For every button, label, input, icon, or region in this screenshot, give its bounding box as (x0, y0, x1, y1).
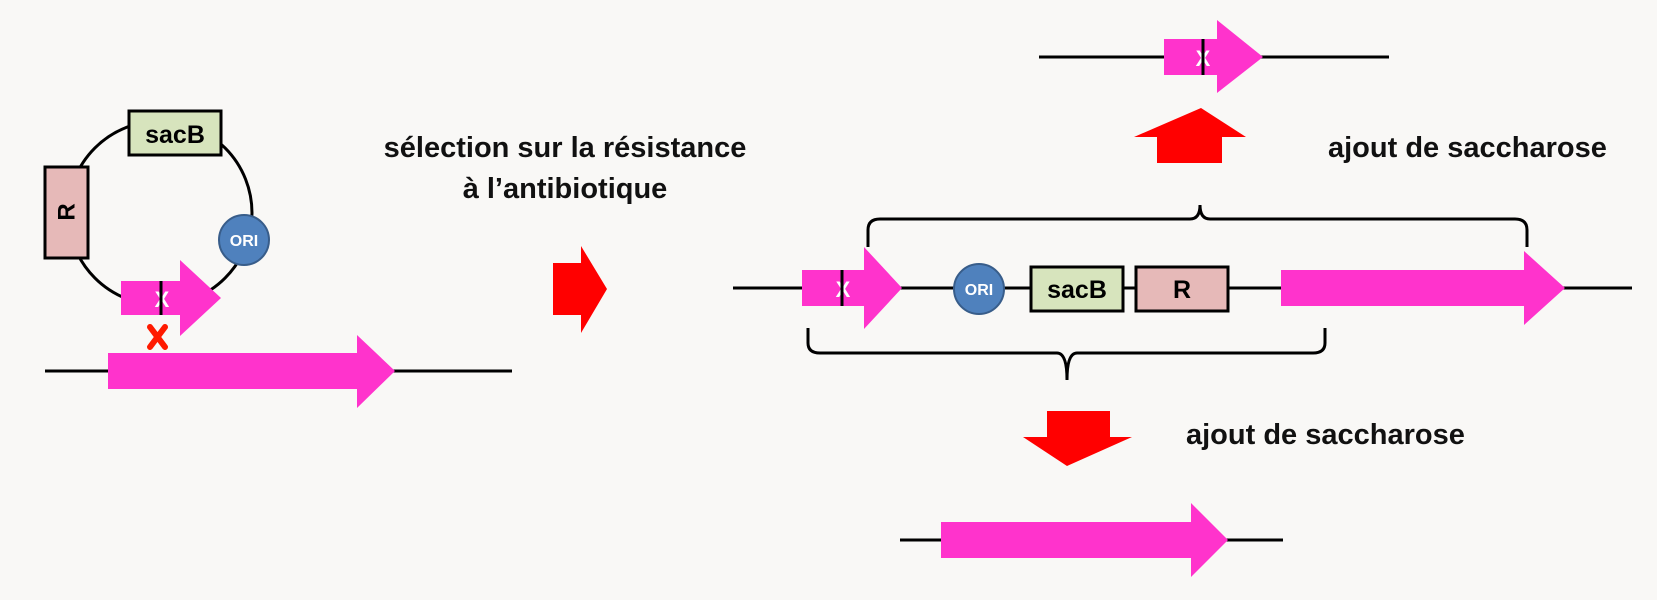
integrated-resistance-box (1134, 265, 1230, 313)
step1-caption-line1: sélection sur la résistance (383, 132, 747, 164)
down-arrow (1023, 411, 1132, 466)
upper-brace (866, 204, 1529, 247)
ori-circle (218, 214, 270, 266)
step-arrow (553, 246, 607, 333)
step1-caption: sélection sur la résistance à l’antibiot… (380, 128, 750, 210)
integrated-construct: X ORI sacB R (733, 204, 1632, 381)
top-outcome: X (1039, 20, 1389, 93)
integrated-resistance-label: R (1173, 276, 1191, 304)
plasmid-group: sacB R ORI X (43, 109, 512, 408)
sacb-label: sacB (145, 121, 205, 149)
integrated-sacb-label: sacB (1047, 276, 1107, 304)
integrated-gene-fragment-arrow (802, 247, 902, 329)
chromosome-gene-arrow (108, 335, 395, 408)
ori-label: ORI (230, 233, 258, 250)
step1-caption-line2: à l’antibiotique (462, 173, 668, 205)
resistance-box (43, 165, 90, 260)
up-arrow (1134, 108, 1246, 163)
integrated-full-gene-arrow (1281, 251, 1565, 325)
top-outcome-gene-arrow (1164, 20, 1263, 93)
top-outcome-caption: ajout de saccharose (1328, 132, 1607, 164)
sacb-box (127, 109, 223, 157)
bottom-outcome (900, 503, 1283, 577)
recombination-cross-icon (147, 324, 168, 350)
resistance-label: R (54, 203, 81, 220)
integrated-ori-label: ORI (965, 282, 993, 299)
integrated-ori-circle (953, 263, 1005, 315)
bottom-outcome-gene-arrow (941, 503, 1228, 577)
lower-brace (806, 328, 1327, 381)
integrated-sacb-box (1029, 265, 1125, 313)
bottom-outcome-caption: ajout de saccharose (1186, 419, 1465, 451)
plasmid-gene-fragment-arrow (121, 260, 221, 336)
